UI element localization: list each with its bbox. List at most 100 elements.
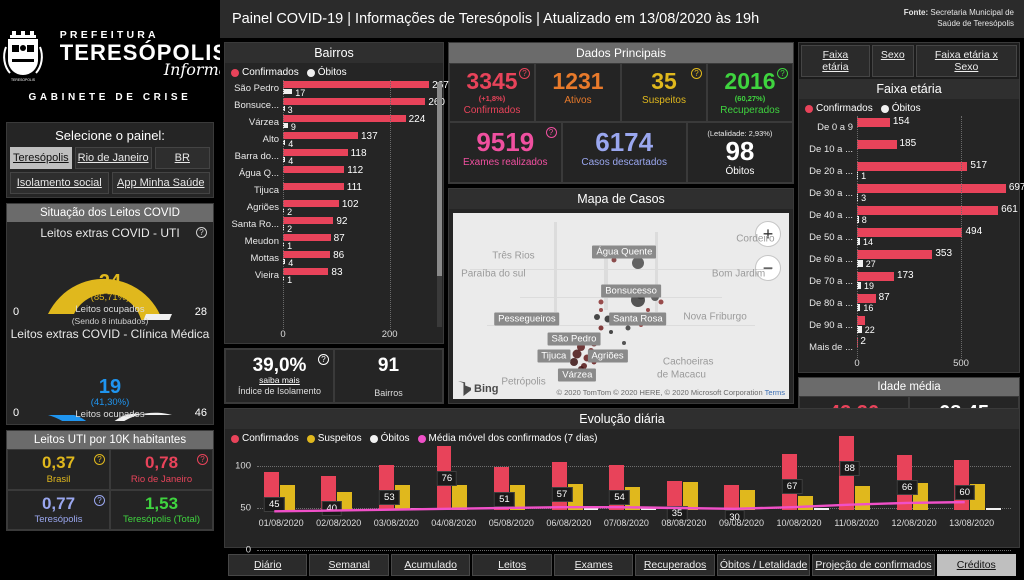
help-icon[interactable]: ? — [197, 454, 208, 465]
faixa-etaria-bar-confirmados-6 — [857, 249, 933, 259]
evolucao-bar-obitos-5 — [583, 508, 599, 510]
bottom-tab-5[interactable]: Recuperados — [635, 554, 715, 576]
mapa-title: Mapa de Casos — [449, 189, 793, 209]
faixa-etaria-row-name-2: De 20 a ... — [809, 165, 853, 177]
bairros-legend: Confirmados Óbitos — [225, 63, 443, 80]
help-icon[interactable]: ? — [519, 68, 530, 79]
bairros-row-plot-0: 26717 — [283, 80, 449, 98]
bottom-tab-0[interactable]: Diário — [228, 554, 308, 576]
map-road-1 — [553, 222, 558, 313]
evolucao-legend-item-0: Confirmados — [231, 433, 299, 444]
evolucao-xtick-0: 01/08/2020 — [258, 518, 304, 528]
help-icon[interactable]: ? — [318, 354, 329, 365]
bottom-tab-7[interactable]: Projeção de confirmados — [812, 554, 935, 576]
map-zoom-out-button[interactable]: − — [755, 255, 781, 281]
faixa-etaria-tab-0[interactable]: Faixa etária — [801, 45, 870, 77]
dados-principais-cell-1: 1231 Ativos — [535, 63, 621, 122]
faixa-etaria-row-plot-9: 22 — [857, 314, 1015, 336]
bottom-tab-4[interactable]: Exames — [553, 554, 634, 576]
source-note: Fonte: Secretaria Municipal de Saúde de … — [904, 8, 1014, 30]
map-place-label-0: Três Rios — [492, 250, 535, 262]
faixa-etaria-value-confirmados-6: 353 — [935, 248, 953, 260]
bairros-bar-confirmados-4 — [283, 149, 348, 157]
brand-gabinete: GABINETE DE CRISE — [28, 92, 192, 103]
faixa-etaria-value-obitos-7: 19 — [864, 281, 875, 291]
bairros-row: Várzea 224 9 — [225, 114, 439, 132]
bairros-legend-label-1: Óbitos — [317, 67, 347, 78]
bairros-axis-tick-0: 0 — [280, 329, 286, 340]
bairros-row-name-1: Bonsuce... — [234, 100, 279, 111]
bottom-tab-2[interactable]: Acumulado — [390, 554, 471, 576]
gauge-clinica-label: Leitos extras COVID - Clínica Médica — [7, 325, 213, 343]
gauge-uti-label-text: Leitos extras COVID - UTI — [40, 226, 180, 240]
faixa-etaria-row-name-7: De 70 a ... — [809, 275, 853, 287]
bairros-value-confirmados-4: 118 — [350, 148, 367, 160]
bairros-row-plot-2: 224 9 — [283, 114, 439, 132]
map-road-2 — [654, 231, 658, 312]
bottom-tab-1[interactable]: Semanal — [309, 554, 389, 576]
faixa-etaria-tab-2[interactable]: Faixa etária x Sexo — [915, 45, 1017, 77]
bottom-tab-3[interactable]: Leitos — [472, 554, 552, 576]
mapa-card: Mapa de Casos + − Bing © 2020 TomTom © 2… — [448, 188, 794, 404]
faixa-etaria-tab-1[interactable]: Sexo — [871, 45, 914, 77]
map-terms-link[interactable]: Terms — [764, 388, 785, 397]
bairros-row-plot-6: 111 — [283, 182, 439, 199]
evolucao-xtick-10: 11/08/2020 — [834, 518, 879, 528]
dados-principais-title: Dados Principais — [449, 43, 793, 63]
bairros-value-obitos-1: 3 — [287, 105, 293, 115]
bottom-tab-6[interactable]: Óbitos / Letalidade — [716, 554, 811, 576]
bairros-scrollbar-thumb[interactable] — [437, 82, 442, 277]
map-neighborhood-label-4: São Pedro — [547, 332, 601, 346]
saiba-mais-link[interactable]: saiba mais — [259, 375, 300, 385]
leitos-10k-value-0: 0,37 — [41, 453, 76, 472]
map-neighborhood-label-7: Várzea — [558, 368, 597, 382]
help-icon[interactable]: ? — [691, 68, 702, 79]
bottom-tab-8[interactable]: Créditos — [936, 554, 1016, 576]
brand-city: TERESÓPOLIS — [59, 39, 229, 65]
faixa-etaria-row-plot-5: 494 14 — [857, 226, 1015, 248]
gauge-uti-label: Leitos extras COVID - UTI ? — [7, 224, 213, 242]
faixa-etaria-value-confirmados-0: 154 — [892, 116, 910, 128]
panel-button-2[interactable]: BR — [154, 147, 210, 169]
faixa-etaria-bar-confirmados-7 — [857, 271, 894, 281]
help-icon[interactable]: ? — [777, 68, 788, 79]
panel-button-1[interactable]: Rio de Janeiro — [74, 147, 152, 169]
page-title: Painel COVID-19 | Informações de Teresóp… — [232, 11, 760, 27]
faixa-etaria-legend-label-1: Óbitos — [891, 103, 921, 114]
faixa-etaria-row: De 30 a ... 697 3 — [799, 182, 1024, 204]
bairros-row-plot-3: 137 4 — [283, 131, 439, 149]
dados-principais-label-3: Recuperados — [720, 105, 780, 116]
map-zoom-in-button[interactable]: + — [755, 221, 781, 247]
panel-button-0[interactable]: Teresópolis — [10, 147, 72, 169]
evolucao-xtick-11: 12/08/2020 — [891, 518, 937, 528]
evolucao-legend-label-1: Suspeitos — [317, 433, 362, 444]
faixa-etaria-row: De 70 a ... 173 19 — [799, 270, 1015, 292]
map-case-dot-10 — [594, 314, 601, 321]
bottom-tab-bar: Diário Semanal Acumulado Leitos Exames Recupe… — [224, 552, 1020, 580]
bairros-chart: São Pedro26717Bonsuce...2603Várzea2249Al… — [225, 80, 449, 329]
source-value: Secretaria Municipal de — [928, 8, 1014, 18]
help-icon[interactable]: ? — [545, 127, 557, 138]
dados-principais-value-1: 1231 — [552, 68, 604, 94]
dados-principais-label-1: Ativos — [564, 95, 592, 106]
gauge-clinica: Leitos extras COVID - Clínica Médica 19 … — [7, 323, 213, 424]
middle-column: Dados Principais ? 3345 (+1,8%) Confirmados… — [448, 42, 794, 404]
faixa-etaria-legend-dot-1 — [880, 104, 889, 113]
evolucao-legend: Confirmados Suspeitos Óbitos Média móvel do… — [225, 429, 1019, 446]
help-icon[interactable]: ? — [196, 227, 207, 238]
map-place-label-5: de Macacu — [657, 369, 706, 381]
help-icon[interactable]: ? — [94, 454, 105, 465]
help-icon[interactable]: ? — [94, 494, 105, 506]
evolucao-bar-obitos-2 — [410, 508, 426, 510]
bairros-bar-confirmados-5 — [283, 166, 345, 174]
faixa-etaria-bar-confirmados-2 — [857, 161, 968, 171]
panel-button-3[interactable]: Isolamento social — [10, 172, 109, 194]
faixa-etaria-column: Faixa etária Sexo Faixa etária x Sexo Faix… — [798, 42, 1024, 443]
panel-button-4[interactable]: App Minha Saúde — [111, 172, 210, 194]
leitos-panel: Situação dos Leitos COVID Leitos extras … — [6, 203, 214, 425]
map-case-dot-6 — [598, 307, 603, 312]
map-case-dot-25 — [622, 341, 627, 346]
faixa-etaria-row-plot-0: 154 — [857, 116, 1015, 138]
map-case-dot-8 — [658, 299, 664, 305]
map-canvas[interactable]: + − Bing © 2020 TomTom © 2020 HERE, © 20… — [453, 213, 789, 399]
